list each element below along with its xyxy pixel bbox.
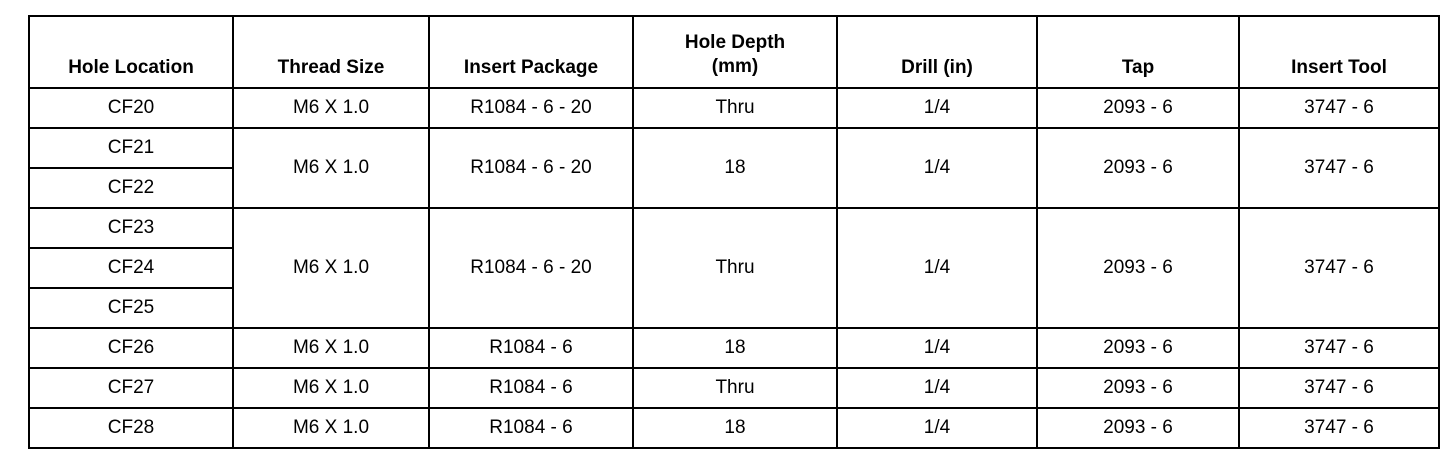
data-cell: M6 X 1.0: [232, 327, 430, 369]
table-body: CF20 M6 X 1.0 R1084 - 6 - 20 Thru 1/4 2093 - …: [28, 87, 1440, 449]
location-cell: CF24: [28, 247, 234, 289]
header-cell: Hole Location: [28, 15, 234, 89]
data-cell: R1084 - 6: [428, 407, 634, 449]
location-cell: CF27: [28, 367, 234, 409]
data-cell: 1/4: [836, 407, 1038, 449]
data-cell: Thru: [632, 87, 838, 129]
data-cell: 3747 - 6: [1238, 327, 1440, 369]
data-cell: 18: [632, 407, 838, 449]
header-text: Tap: [1121, 57, 1155, 78]
data-cell: M6 X 1.0: [232, 207, 430, 329]
data-cell: 18: [632, 127, 838, 209]
table-row: CF27 M6 X 1.0 R1084 - 6 Thru 1/4 2093 - 6 3747…: [28, 367, 1440, 409]
table-row: CF26 M6 X 1.0 R1084 - 6 18 1/4 2093 - 6 3747 -…: [28, 327, 1440, 369]
data-cell: M6 X 1.0: [232, 87, 430, 129]
header-text: Drill (in): [901, 57, 973, 78]
data-cell: 2093 - 6: [1036, 87, 1240, 129]
data-cell: 1/4: [836, 327, 1038, 369]
data-cell: Thru: [632, 367, 838, 409]
location-cell: CF28: [28, 407, 234, 449]
table-row: CF20 M6 X 1.0 R1084 - 6 - 20 Thru 1/4 2093 - …: [28, 87, 1440, 129]
data-cell: 1/4: [836, 207, 1038, 329]
data-cell: 3747 - 6: [1238, 367, 1440, 409]
data-cell: 2093 - 6: [1036, 407, 1240, 449]
header-text: Hole Location: [68, 57, 194, 78]
table-row: CF22: [28, 167, 1439, 209]
header-row: Hole Location Thread Size Insert Package Ho…: [28, 15, 1440, 89]
spec-table: Hole Location Thread Size Insert Package Ho…: [28, 15, 1440, 449]
location-cell: CF20: [28, 87, 234, 129]
header-text: Hole Depth (mm): [684, 32, 786, 77]
data-cell: 1/4: [836, 87, 1038, 129]
location-cell: CF22: [28, 167, 234, 209]
table-row: CF23 M6 X 1.0 R1084 - 6 - 20 Thru 1/4 2093 - …: [28, 207, 1440, 329]
data-cell: 1/4: [836, 367, 1038, 409]
header-cell: Thread Size: [232, 15, 430, 89]
data-cell: 18: [632, 327, 838, 369]
data-cell: 2093 - 6: [1036, 207, 1240, 329]
data-cell: 2093 - 6: [1036, 327, 1240, 369]
header-cell: Hole Depth (mm): [632, 15, 838, 89]
header-text: Thread Size: [277, 57, 385, 78]
table-row: CF25: [28, 287, 1439, 329]
data-cell: R1084 - 6 - 20: [428, 87, 634, 129]
data-cell: R1084 - 6: [428, 327, 634, 369]
header-text: Insert Package: [463, 57, 599, 78]
table-row: CF28 M6 X 1.0 R1084 - 6 18 1/4 2093 - 6 3747 -…: [28, 407, 1440, 449]
header-text: Insert Tool: [1291, 57, 1387, 78]
data-cell: M6 X 1.0: [232, 367, 430, 409]
data-cell: 3747 - 6: [1238, 87, 1440, 129]
data-cell: 2093 - 6: [1036, 367, 1240, 409]
location-cell: CF25: [28, 287, 234, 329]
location-cell: CF21: [28, 127, 234, 169]
data-cell: R1084 - 6 - 20: [428, 127, 634, 209]
data-cell: 2093 - 6: [1036, 127, 1240, 209]
location-cell: CF23: [28, 207, 234, 249]
header-cell: Tap: [1036, 15, 1240, 89]
data-cell: 1/4: [836, 127, 1038, 209]
data-cell: 3747 - 6: [1238, 127, 1440, 209]
data-cell: 3747 - 6: [1238, 407, 1440, 449]
data-cell: R1084 - 6: [428, 367, 634, 409]
header-cell: Drill (in): [836, 15, 1038, 89]
data-cell: Thru: [632, 207, 838, 329]
table-row: CF24: [28, 247, 1439, 289]
data-cell: 3747 - 6: [1238, 207, 1440, 329]
data-cell: M6 X 1.0: [232, 407, 430, 449]
data-cell: M6 X 1.0: [232, 127, 430, 209]
location-cell: CF26: [28, 327, 234, 369]
data-cell: R1084 - 6 - 20: [428, 207, 634, 329]
header-cell: Insert Tool: [1238, 15, 1440, 89]
header-cell: Insert Package: [428, 15, 634, 89]
